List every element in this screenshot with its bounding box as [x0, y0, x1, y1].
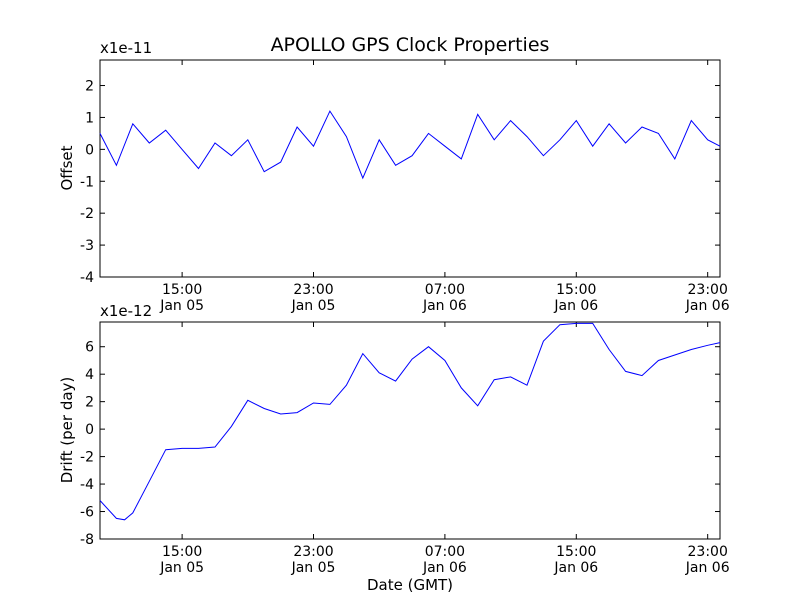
- offset-y-axis-label: Offset: [58, 145, 76, 190]
- offset-y-ticks: 2 1 0 -1 -2 -3 -4: [80, 79, 720, 286]
- offset-y-tick-label: -4: [80, 270, 94, 286]
- drift-x-tick-time: 07:00: [425, 544, 465, 560]
- offset-x-tick-time: 23:00: [293, 282, 333, 298]
- drift-x-tick-time: 23:00: [293, 544, 333, 560]
- drift-series-line: [99, 322, 721, 521]
- offset-series-line: [99, 110, 721, 180]
- offset-x-tick-date: Jan 05: [291, 298, 336, 314]
- drift-x-tick-time: 23:00: [688, 544, 728, 560]
- offset-x-tick-time: 15:00: [162, 282, 202, 298]
- offset-x-tick-time: 07:00: [425, 282, 465, 298]
- offset-y-tick-label: 2: [85, 79, 94, 95]
- drift-panel: x1e-12 Drift (per day) 6 4 2 0 -2 -4 -6 -8 15:0…: [58, 302, 730, 594]
- offset-x-tick-date: Jan 06: [553, 298, 598, 314]
- offset-y-multiplier: x1e-11: [100, 39, 152, 57]
- drift-x-tick-time: 15:00: [162, 544, 202, 560]
- offset-y-tick-label: 1: [85, 110, 94, 126]
- offset-x-tick-time: 23:00: [688, 282, 728, 298]
- offset-y-tick-label: 0: [85, 142, 94, 158]
- drift-y-tick-label: 6: [85, 340, 94, 356]
- drift-y-tick-label: -6: [80, 505, 94, 521]
- chart-title: APOLLO GPS Clock Properties: [271, 34, 550, 56]
- offset-x-tick-date: Jan 06: [422, 298, 467, 314]
- drift-x-tick-date: Jan 06: [685, 560, 730, 576]
- offset-y-tick-label: -1: [80, 174, 94, 190]
- offset-y-tick-label: -2: [80, 206, 94, 222]
- drift-x-tick-time: 15:00: [556, 544, 596, 560]
- offset-x-tick-time: 15:00: [556, 282, 596, 298]
- offset-y-tick-label: -3: [80, 238, 94, 254]
- drift-x-tick-date: Jan 05: [159, 560, 204, 576]
- drift-y-ticks: 6 4 2 0 -2 -4 -6 -8: [80, 340, 720, 548]
- drift-y-axis-label: Drift (per day): [58, 377, 76, 484]
- drift-y-tick-label: -8: [80, 532, 94, 548]
- drift-y-tick-label: 4: [85, 367, 94, 383]
- drift-x-tick-date: Jan 05: [291, 560, 336, 576]
- drift-y-tick-label: 0: [85, 422, 94, 438]
- drift-plot-frame: [99, 321, 721, 540]
- offset-plot-frame: [99, 59, 721, 278]
- drift-y-tick-label: 2: [85, 395, 94, 411]
- drift-y-tick-label: -4: [80, 477, 94, 493]
- drift-x-tick-date: Jan 06: [553, 560, 598, 576]
- drift-x-tick-date: Jan 06: [422, 560, 467, 576]
- offset-x-tick-date: Jan 05: [159, 298, 204, 314]
- drift-y-tick-label: -2: [80, 450, 94, 466]
- drift-y-multiplier: x1e-12: [100, 302, 152, 320]
- x-axis-label: Date (GMT): [367, 576, 453, 594]
- offset-x-tick-date: Jan 06: [685, 298, 730, 314]
